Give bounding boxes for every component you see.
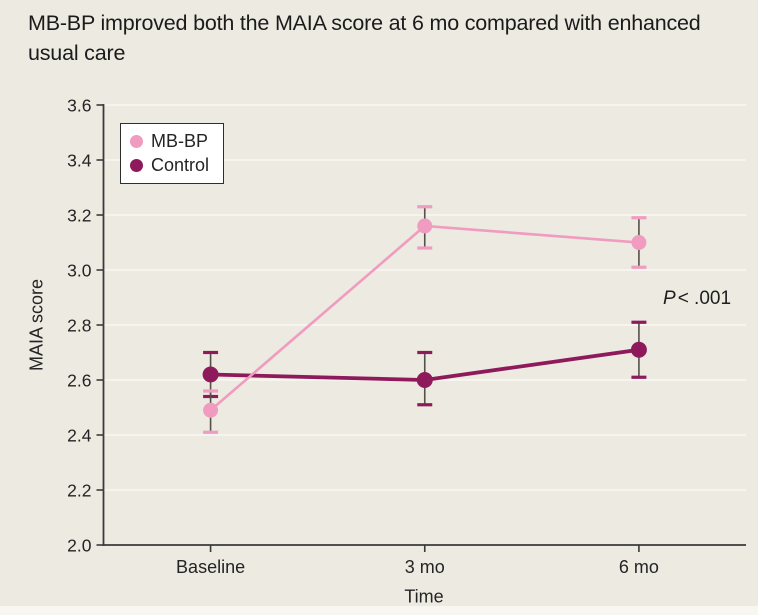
p-value-text: < .001 [677, 288, 732, 309]
y-axis-label: MAIA score [26, 278, 47, 372]
legend-label-mbbp: MB-BP [151, 131, 209, 151]
control-data-point [630, 341, 647, 358]
legend-label-control: Control [151, 155, 210, 175]
x-tick-label: 6 mo [619, 557, 659, 577]
legend-item-control: Control [130, 155, 209, 176]
figure-title: MB-BP improved both the MAIA score at 6 … [28, 11, 701, 65]
legend: MB-BP Control [120, 123, 225, 184]
mbbp-data-point [417, 218, 433, 234]
figure-bottom-edge [0, 606, 758, 615]
y-tick-label: 2.2 [67, 481, 91, 501]
x-tick-label: Baseline [176, 557, 245, 577]
y-tick-label: 2.4 [67, 426, 92, 446]
y-tick-label: 3.6 [67, 96, 91, 116]
control-data-point [202, 366, 219, 383]
y-tick-label: 2.6 [67, 371, 91, 391]
mbbp-data-point [631, 235, 647, 250]
y-tick-label: 3.4 [67, 151, 92, 171]
p-symbol: P [663, 288, 676, 309]
y-tick-label: 3.2 [67, 206, 91, 226]
y-tick-label: 2.8 [67, 316, 91, 336]
y-tick-label: 2.0 [67, 536, 92, 556]
x-tick-label: 3 mo [405, 557, 445, 577]
mbbp-data-point [203, 402, 219, 418]
control-data-point [416, 372, 433, 388]
x-axis-label: Time [404, 586, 444, 607]
control-series-dot-icon [130, 159, 143, 172]
legend-item-mbbp: MB-BP [130, 131, 209, 152]
y-tick-label: 3.0 [67, 261, 92, 281]
mbbp-series-dot-icon [130, 135, 143, 148]
p-value-annotation: P < .001 [663, 288, 731, 310]
